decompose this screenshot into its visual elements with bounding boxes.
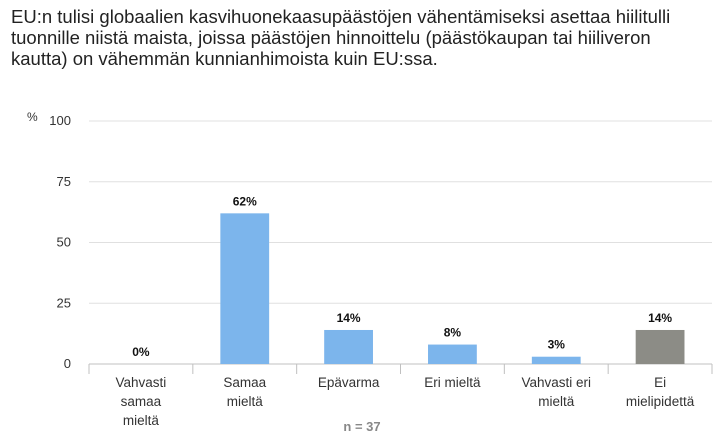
y-tick-label: 25 bbox=[57, 295, 71, 310]
data-label: 14% bbox=[337, 311, 361, 325]
bar bbox=[428, 344, 477, 364]
data-labels: 0% 62% 14% 8% 3% 14% bbox=[132, 194, 672, 359]
y-tick-label: 75 bbox=[57, 174, 71, 189]
data-label: 62% bbox=[233, 194, 257, 208]
bar bbox=[220, 213, 270, 364]
y-axis-ticks: 0 25 50 75 100 bbox=[49, 113, 71, 371]
category-label: Samaa bbox=[223, 375, 266, 390]
category-label: mielipidettä bbox=[626, 394, 695, 409]
category-label: samaa bbox=[121, 394, 162, 409]
bar bbox=[531, 356, 581, 364]
gridlines bbox=[89, 120, 712, 365]
category-label: mieltä bbox=[227, 394, 264, 409]
data-label: 14% bbox=[648, 311, 672, 325]
category-label: Vahvasti bbox=[116, 375, 167, 390]
sample-size-note: n = 37 bbox=[343, 419, 380, 433]
data-label: 0% bbox=[132, 345, 150, 359]
y-tick-label: 0 bbox=[64, 356, 71, 371]
category-label: mieltä bbox=[123, 413, 160, 428]
category-label: Epävarma bbox=[318, 375, 380, 390]
y-axis-unit: % bbox=[27, 110, 38, 124]
category-label: Ei bbox=[654, 375, 666, 390]
category-labels: Vahvasti samaa mieltä Samaa mieltä Epävarma Er… bbox=[116, 375, 695, 428]
y-tick-label: 50 bbox=[57, 235, 71, 250]
bars bbox=[220, 213, 685, 364]
bar bbox=[635, 329, 685, 364]
chart-title: EU:n tulisi globaalien kasvihuonekaasupä… bbox=[11, 6, 671, 69]
data-label: 3% bbox=[548, 338, 566, 352]
data-label: 8% bbox=[444, 326, 462, 340]
bar bbox=[324, 329, 373, 364]
category-label: mieltä bbox=[538, 394, 575, 409]
category-label: Vahvasti eri bbox=[521, 375, 591, 390]
y-tick-label: 100 bbox=[49, 113, 71, 128]
x-axis-ticks bbox=[88, 364, 713, 374]
category-label: Eri mieltä bbox=[424, 375, 481, 390]
